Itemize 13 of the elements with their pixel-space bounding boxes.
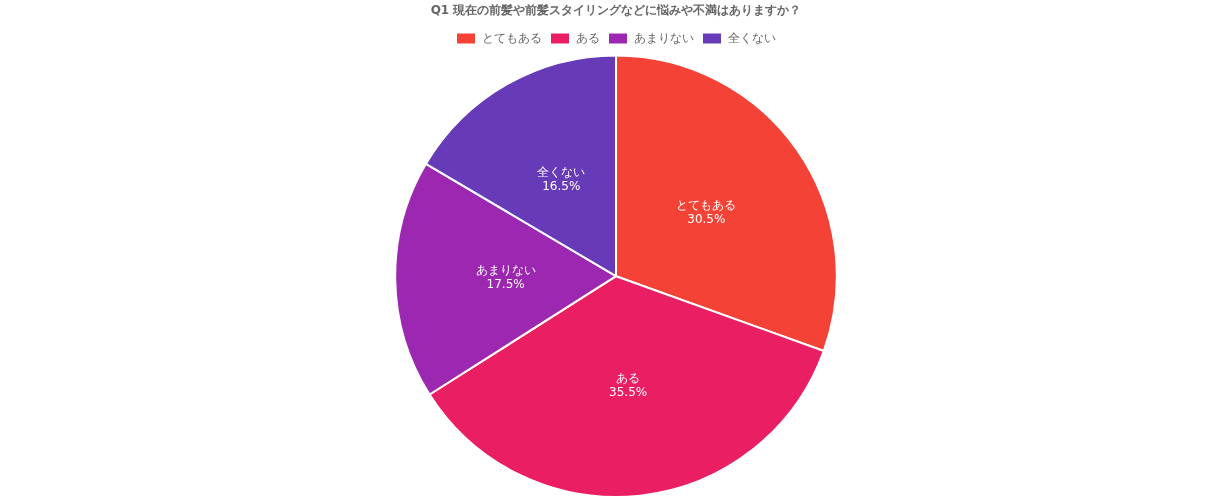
data-label: 16.5% xyxy=(542,179,581,194)
slice-label: とてもある xyxy=(676,197,737,212)
legend-label: ある xyxy=(576,30,600,45)
data-label: 17.5% xyxy=(486,277,525,292)
chart-title: Q1 現在の前髪や前髪スタイリングなどに悩みや不満はありますか？ xyxy=(430,3,802,18)
slice-label: 全くない xyxy=(537,165,586,180)
slice-label: あまりない xyxy=(475,263,536,278)
legend-label: とてもある xyxy=(482,30,542,45)
legend-label: あまりない xyxy=(634,30,694,45)
legend-label: 全くない xyxy=(728,30,776,45)
slice-label: ある xyxy=(616,371,641,386)
data-label: 30.5% xyxy=(687,211,726,226)
data-label: 35.5% xyxy=(609,385,648,400)
